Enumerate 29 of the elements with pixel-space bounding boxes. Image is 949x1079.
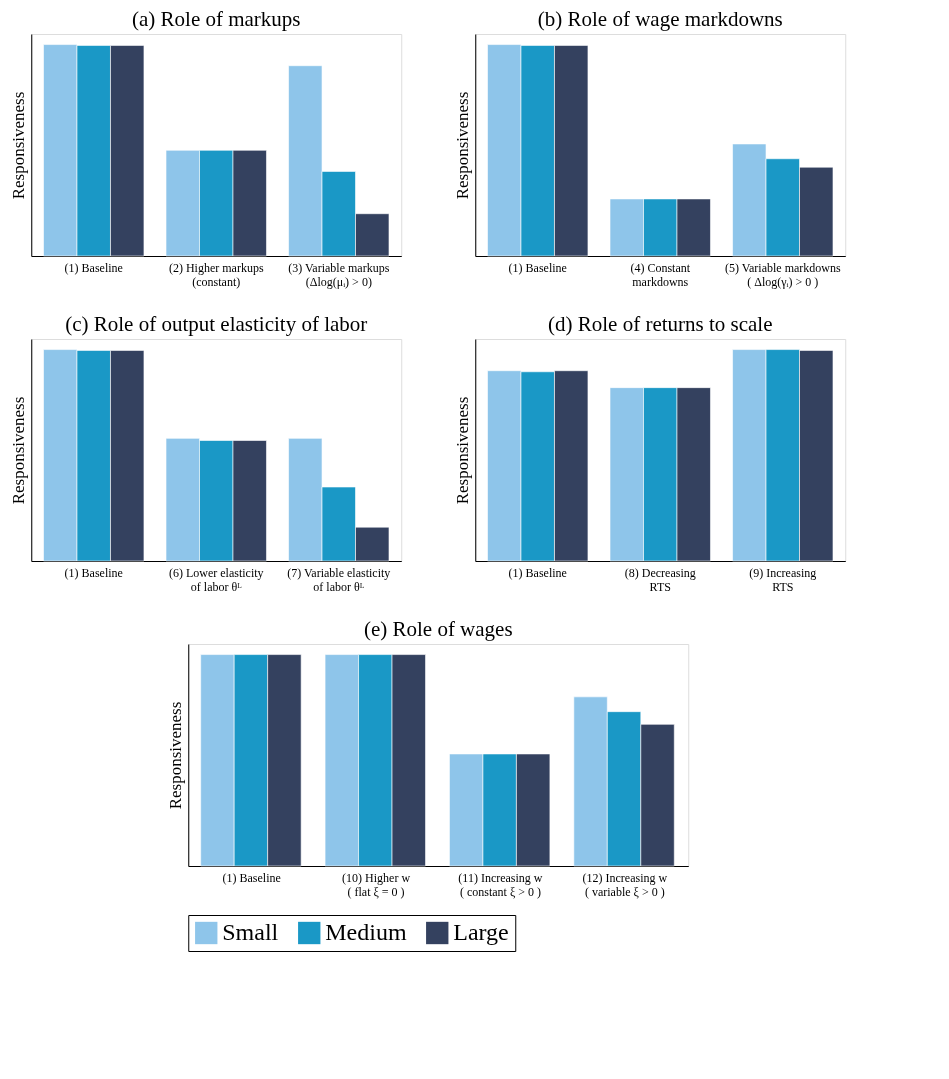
x-tick-label: (8) Decreasing RTS: [624, 565, 696, 594]
x-tick-label: (1) Baseline: [222, 870, 281, 885]
chart-title: (b) Role of wage markdowns: [537, 7, 783, 31]
x-tick-label: (10) Higher w ( flat ξ = 0 ): [342, 870, 411, 899]
x-tick-label: (11) Increasing w ( constant ξ > 0 ): [458, 870, 543, 899]
x-tick-label: (7) Variable elasticity of labor θᴸ: [287, 565, 391, 594]
x-tick-label: (1) Baseline: [64, 260, 123, 275]
x-tick-label: (2) Higher markups (constant): [168, 260, 264, 289]
chart-title: (a) Role of markups: [131, 7, 301, 31]
x-tick-label: (1) Baseline: [508, 260, 567, 275]
legend-label: Large: [453, 919, 509, 945]
y-axis-title: Responsiveness: [165, 701, 185, 810]
y-axis-title: Responsiveness: [452, 91, 472, 200]
x-tick-label: (1) Baseline: [64, 565, 123, 580]
x-tick-label: (6) Lower elasticity of labor θᴸ: [168, 565, 264, 594]
chart-title: (c) Role of output elasticity of labor: [65, 312, 368, 336]
legend-label: Small: [222, 919, 279, 945]
x-tick-label: (3) Variable markups (Δlog(μᵢ) > 0): [288, 260, 390, 289]
y-axis-title: Responsiveness: [452, 396, 472, 505]
x-tick-label: (12) Increasing w ( variable ξ > 0 ): [582, 870, 668, 899]
x-tick-label: (5) Variable markdowns ( Δlog(γᵢ) > 0 ): [724, 260, 841, 289]
legend-label: Medium: [325, 919, 407, 945]
x-tick-label: (9) Increasing RTS: [749, 565, 817, 594]
y-axis-title: Responsiveness: [8, 91, 28, 200]
chart-title: (d) Role of returns to scale: [547, 312, 773, 336]
x-tick-label: (1) Baseline: [508, 565, 567, 580]
y-axis-title: Responsiveness: [8, 396, 28, 505]
chart-title: (e) Role of wages: [363, 617, 513, 641]
x-tick-label: (4) Constant markdowns: [630, 260, 691, 289]
